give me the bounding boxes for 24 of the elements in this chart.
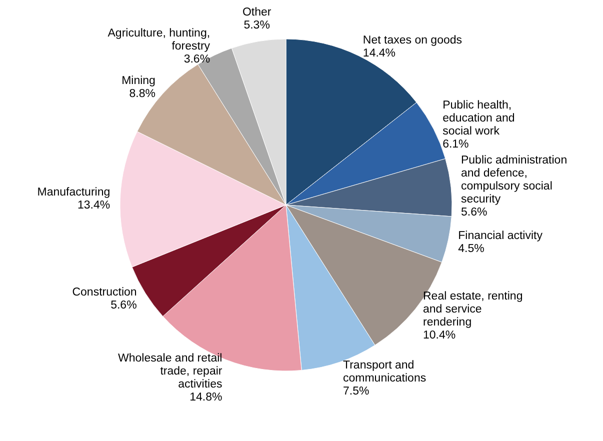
- slice-label: Manufacturing: [37, 186, 110, 198]
- data-label: 6.1%: [442, 138, 469, 151]
- slice-label: Real estate, renting and service rendering: [423, 290, 523, 328]
- slice-label: Other: [242, 6, 272, 18]
- data-label: 14.8%: [190, 392, 222, 404]
- data-label: 8.8%: [129, 88, 156, 100]
- slice-label: Public administration and defence, compulsory social security: [460, 154, 568, 206]
- data-label: 7.5%: [343, 386, 370, 398]
- slice-label: Public health, education and social work: [442, 100, 515, 138]
- data-label: 13.4%: [78, 199, 110, 212]
- data-label: 3.6%: [184, 54, 210, 66]
- data-label: 5.6%: [460, 206, 488, 219]
- slice-label: Transport and communications: [343, 360, 426, 385]
- slice-label: Net taxes on goods: [362, 34, 462, 47]
- slice-label: Construction: [72, 286, 137, 298]
- slice-label: Mining: [122, 74, 156, 87]
- data-label: 5.6%: [110, 299, 137, 312]
- slice-label: Wholesale and retail trade, repair activities: [118, 352, 222, 391]
- slice-label: Agriculture, hunting, forestry: [108, 28, 210, 53]
- data-label: 5.3%: [244, 19, 270, 32]
- data-label: 14.4%: [362, 48, 396, 60]
- data-label: 10.4%: [423, 329, 456, 342]
- slice-label: Financial activity: [458, 230, 543, 242]
- data-label: 4.5%: [458, 242, 484, 255]
